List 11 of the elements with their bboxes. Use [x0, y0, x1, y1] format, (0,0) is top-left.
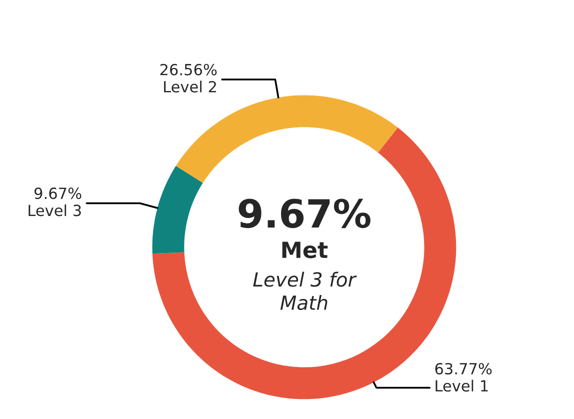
slice-label: Level 1 [436, 380, 488, 392]
slice-label: Level 2 [164, 80, 216, 93]
text: Met [282, 242, 328, 258]
data-label: 9.67% [34, 188, 82, 200]
text: 9.67% [238, 198, 370, 228]
slice-label: Level 3 [28, 204, 81, 216]
donut-slice [152, 166, 203, 254]
data-label: 63.77% [435, 362, 492, 374]
donut-slice [176, 95, 398, 183]
data-label: 26.56% [160, 64, 217, 76]
text: Level 3 for Math [253, 272, 357, 310]
